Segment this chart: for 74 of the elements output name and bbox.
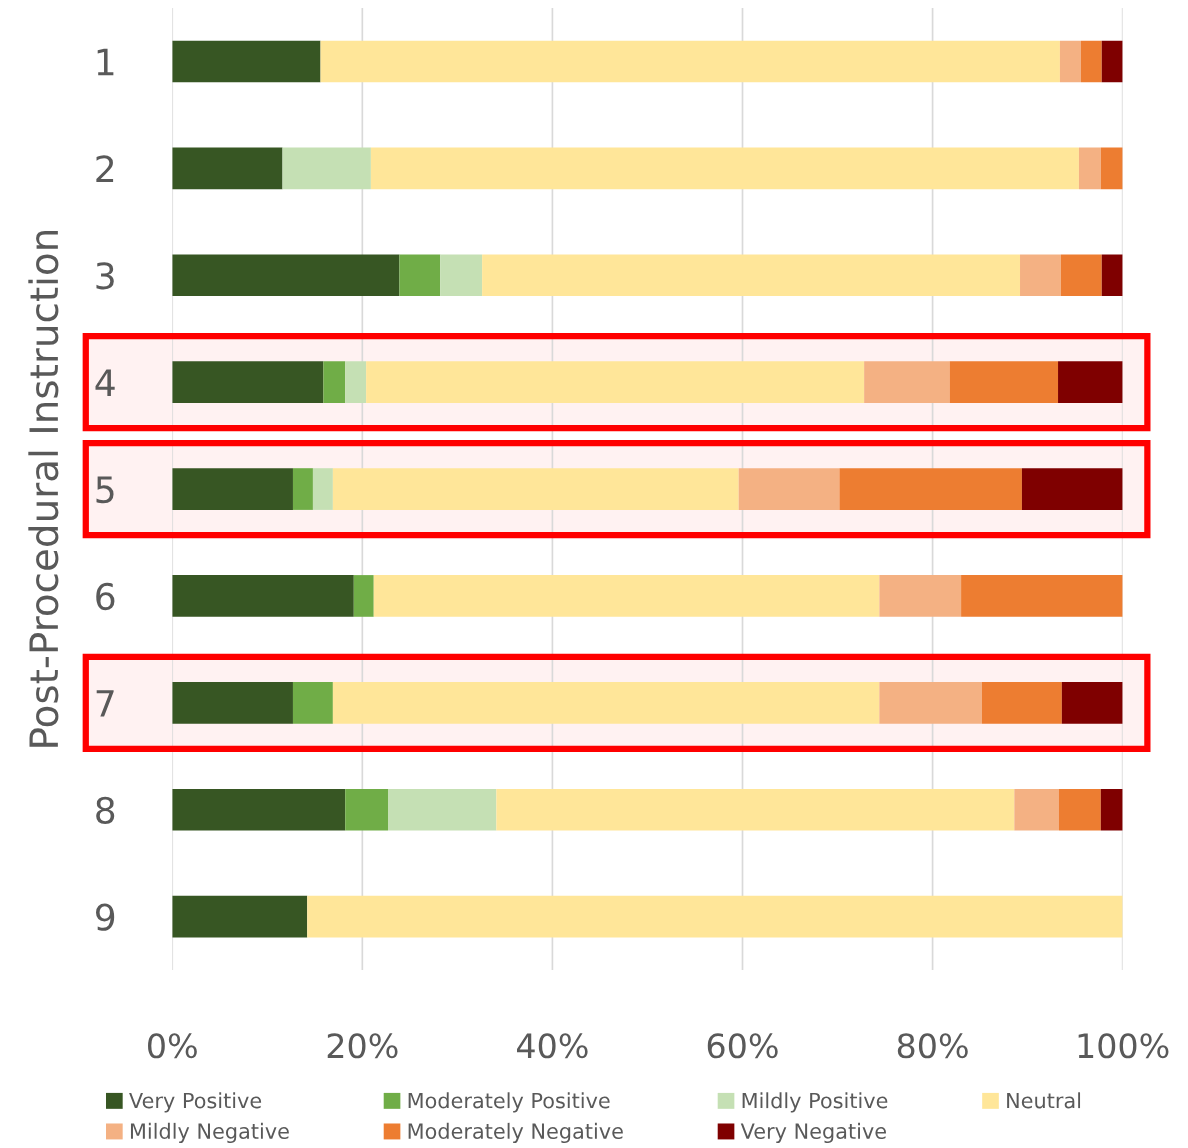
y-axis-title: Post-Procedural Instruction (28, 230, 59, 747)
bar (738, 468, 840, 510)
y-tick-label: 2 (96, 155, 114, 183)
bar (373, 575, 880, 617)
bar (864, 361, 950, 403)
bar (1021, 468, 1123, 510)
bar (332, 468, 739, 510)
bar (172, 895, 308, 938)
legend-label: Moderately Positive (408, 1092, 610, 1113)
x-tick-label: 20% (327, 1033, 398, 1059)
y-tick-label: 7 (96, 690, 114, 717)
bar (1059, 40, 1081, 83)
bar (982, 681, 1062, 724)
x-tick-label: 40% (517, 1033, 588, 1059)
bar (1100, 788, 1123, 831)
x-tick-label: 80% (897, 1033, 968, 1059)
bar (1020, 254, 1061, 297)
bar (839, 468, 1022, 510)
bar (1058, 361, 1123, 403)
legend-label: Mildly Negative (130, 1122, 289, 1144)
bar (312, 468, 333, 510)
bar (172, 147, 283, 190)
bar (332, 681, 880, 724)
y-tick-label: 6 (96, 582, 115, 611)
x-tick-label: 100% (1078, 1033, 1169, 1059)
y-tick-label: 5 (96, 476, 114, 504)
bar (292, 681, 333, 724)
y-tick-label: 4 (95, 369, 115, 396)
legend-label: Moderately Negative (408, 1122, 623, 1144)
bar (172, 681, 293, 724)
y-tick-label: 1 (97, 48, 114, 76)
bar (353, 575, 374, 617)
bar (482, 254, 1021, 297)
bar (172, 361, 324, 403)
bar (1061, 681, 1123, 724)
y-tick-label: 9 (96, 903, 115, 931)
bar (172, 575, 354, 617)
bar (1060, 254, 1102, 297)
bar (172, 40, 321, 83)
bar (879, 575, 962, 617)
y-tick-label: 8 (96, 796, 115, 824)
bar (1078, 147, 1101, 190)
bar (879, 681, 982, 724)
y-tick-label: 3 (96, 262, 114, 290)
bar (172, 788, 346, 831)
bar (345, 788, 388, 831)
bar (949, 361, 1059, 403)
bar (172, 254, 400, 297)
x-tick-label: 0% (148, 1033, 197, 1059)
bar (399, 254, 441, 297)
bar (345, 361, 367, 403)
bar (440, 254, 483, 297)
bar (370, 147, 1079, 190)
bar (307, 895, 1123, 938)
bar (1058, 788, 1101, 831)
bar (496, 788, 1015, 831)
bar (366, 361, 865, 403)
legend-label: Very Negative (740, 1122, 886, 1144)
bar (1080, 40, 1102, 83)
bar (1100, 147, 1123, 190)
bar (961, 575, 1123, 617)
legend-label: Neutral (1007, 1092, 1081, 1109)
legend-label: Mildly Positive (742, 1092, 888, 1113)
bar (292, 468, 313, 510)
bar (1101, 40, 1123, 83)
bar (320, 40, 1060, 83)
bar (282, 147, 371, 190)
bar (172, 468, 293, 510)
bar (1014, 788, 1059, 831)
x-tick-label: 60% (707, 1033, 778, 1059)
bar (323, 361, 346, 403)
bar (388, 788, 497, 831)
bar (1101, 254, 1123, 297)
legend-label: Very Positive (129, 1092, 262, 1113)
